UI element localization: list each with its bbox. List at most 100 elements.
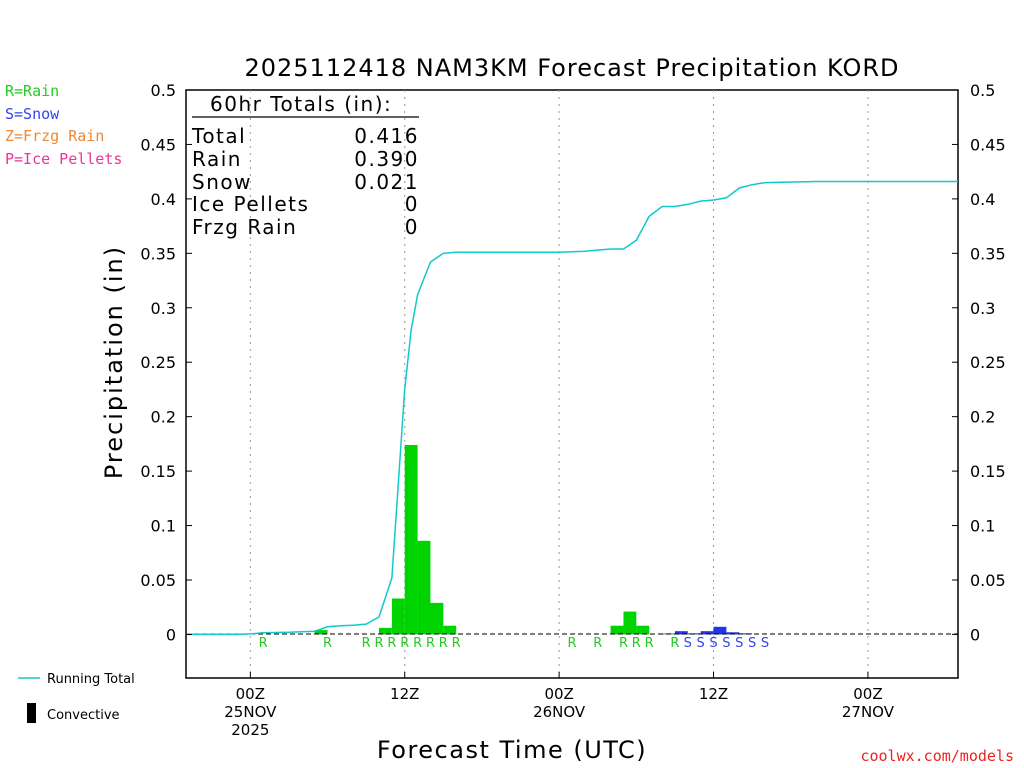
y-tick-label-left: 0.4 <box>151 190 176 209</box>
y-tick-label-left: 0.2 <box>151 408 176 427</box>
running-total-legend-label: Running Total <box>47 672 135 687</box>
legend-rain: R=Rain <box>5 82 59 100</box>
rain-marker: R <box>452 636 461 651</box>
y-tick-label-right: 0.45 <box>970 135 1006 154</box>
snow-marker: S <box>722 636 730 651</box>
rain-marker: R <box>413 636 422 651</box>
rain-marker: R <box>259 636 268 651</box>
convective-legend-label: Convective <box>47 708 120 723</box>
rain-marker: R <box>593 636 602 651</box>
totals-rain-label: Rain <box>192 147 242 171</box>
y-tick-label-right: 0.35 <box>970 244 1006 263</box>
rain-marker: R <box>362 636 371 651</box>
convective-legend-swatch <box>27 703 36 723</box>
x-tick-label: 25NOV <box>224 703 277 721</box>
gridlines <box>249 90 869 678</box>
snow-bar <box>674 631 688 635</box>
totals-frzg-rain-value: 0 <box>405 215 419 239</box>
totals-panel: 60hr Totals (in): Total 0.416 Rain 0.390… <box>191 92 419 239</box>
legend-ice-pellets: P=Ice Pellets <box>5 150 122 168</box>
y-tick-label-right: 0.5 <box>970 81 995 100</box>
precip-type-legend: R=Rain S=Snow Z=Frzg Rain P=Ice Pellets <box>5 82 122 168</box>
x-tick-label: 00Z <box>236 685 265 703</box>
totals-total-value: 0.416 <box>354 124 419 148</box>
rain-marker: R <box>323 636 332 651</box>
totals-total-label: Total <box>191 124 246 148</box>
rain-bar <box>623 611 637 635</box>
y-tick-label-right: 0.2 <box>970 408 995 427</box>
chart-title: 2025112418 NAM3KM Forecast Precipitation… <box>244 54 899 82</box>
y-tick-label-right: 0.3 <box>970 299 995 318</box>
x-tick-label: 12Z <box>699 685 728 703</box>
snow-marker: S <box>697 636 705 651</box>
y-tick-label-left: 0.5 <box>151 81 176 100</box>
series-legend: Running Total Convective <box>18 672 135 723</box>
rain-marker: R <box>426 636 435 651</box>
precip-bars <box>314 444 753 635</box>
y-tick-label-left: 0.05 <box>140 571 176 590</box>
y-tick-label-left: 0.3 <box>151 299 176 318</box>
y-tick-label-right: 0.4 <box>970 190 995 209</box>
x-tick-label: 00Z <box>544 685 573 703</box>
y-tick-label-left: 0.35 <box>140 244 176 263</box>
x-tick-label: 26NOV <box>533 703 586 721</box>
rain-marker: R <box>374 636 383 651</box>
rain-marker: R <box>645 636 654 651</box>
rain-marker: R <box>400 636 409 651</box>
totals-header: 60hr Totals (in): <box>210 92 392 116</box>
rain-bar <box>610 625 624 635</box>
y-tick-label-left: 0.1 <box>151 517 176 536</box>
snow-bar <box>713 626 727 635</box>
totals-snow-label: Snow <box>192 170 252 194</box>
y-tick-label-right: 0.25 <box>970 353 1006 372</box>
snow-marker: S <box>735 636 743 651</box>
y-tick-label-left: 0 <box>166 625 176 644</box>
rain-marker: R <box>439 636 448 651</box>
rain-bar <box>443 625 457 635</box>
y-axis-ticks: 0 00.05 0.050.1 0.10.15 0.150.2 0.20.25 0.250.… <box>140 81 1005 644</box>
snow-bar <box>739 633 753 635</box>
totals-ice-pellets-value: 0 <box>405 192 419 216</box>
x-axis-label: Forecast Time (UTC) <box>377 736 647 764</box>
totals-snow-value: 0.021 <box>354 170 419 194</box>
snow-bar <box>700 631 714 635</box>
x-tick-label: 2025 <box>231 721 269 739</box>
plot-frame <box>185 89 959 679</box>
x-tick-label: 27NOV <box>842 703 895 721</box>
rain-marker: R <box>567 636 576 651</box>
rain-bar <box>404 444 418 635</box>
y-tick-label-left: 0.45 <box>140 135 176 154</box>
y-tick-label-right: 0.15 <box>970 462 1006 481</box>
totals-rain-value: 0.390 <box>354 147 419 171</box>
y-tick-label-left: 0.15 <box>140 462 176 481</box>
rain-bar <box>379 627 392 635</box>
totals-frzg-rain-label: Frzg Rain <box>192 215 297 239</box>
credit-text: coolwx.com/models <box>860 747 1014 765</box>
totals-ice-pellets-label: Ice Pellets <box>192 192 309 216</box>
x-tick-label: 12Z <box>390 685 419 703</box>
x-tick-label: 00Z <box>853 685 882 703</box>
y-tick-label-left: 0.25 <box>140 353 176 372</box>
y-tick-label-right: 0 <box>970 625 980 644</box>
snow-marker: S <box>709 636 717 651</box>
rain-bar <box>314 630 328 635</box>
snow-marker: S <box>761 636 769 651</box>
snow-marker: S <box>748 636 756 651</box>
y-tick-label-right: 0.05 <box>970 571 1006 590</box>
rain-bar <box>430 602 444 635</box>
rain-bar <box>636 625 650 635</box>
rain-marker: R <box>670 636 679 651</box>
snow-bar <box>726 632 740 635</box>
rain-marker: R <box>619 636 628 651</box>
rain-marker: R <box>387 636 396 651</box>
rain-marker: R <box>632 636 641 651</box>
snow-marker: S <box>684 636 692 651</box>
legend-freezing-rain: Z=Frzg Rain <box>5 127 104 145</box>
rain-bar <box>417 540 431 635</box>
y-axis-label: Precipitation (in) <box>100 245 128 479</box>
running-total-line <box>186 180 958 636</box>
rain-bar <box>391 598 405 635</box>
y-tick-label-right: 0.1 <box>970 517 995 536</box>
